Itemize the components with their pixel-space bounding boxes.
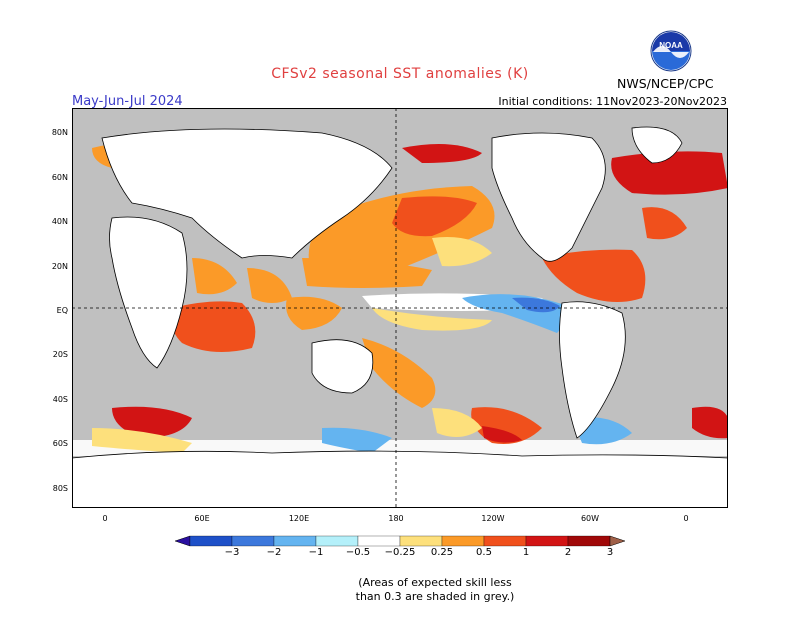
central-pacific-weak-anomaly xyxy=(372,308,492,331)
colorbar-cell xyxy=(231,535,275,547)
north-atlantic-warm-anomaly xyxy=(611,151,728,195)
svg-text:NOAA: NOAA xyxy=(659,41,683,50)
maritime-continent-anomaly xyxy=(286,296,342,330)
lon-label: 180 xyxy=(388,514,404,523)
lat-label: 80S xyxy=(52,484,68,493)
colorbar-tick-label: 0.25 xyxy=(430,547,454,558)
north-america xyxy=(491,132,606,262)
colorbar xyxy=(174,535,626,547)
lat-label: 20N xyxy=(51,262,68,271)
southern-ocean-atlantic-anomaly xyxy=(112,406,192,438)
greenland xyxy=(631,126,683,164)
south-pacific-strong-anomaly xyxy=(482,426,522,443)
arctic-pacific-anomaly xyxy=(402,144,482,163)
sst-anomaly-map xyxy=(72,108,728,508)
colorbar-min-arrow xyxy=(174,535,191,547)
south-pacific-warm-anomaly xyxy=(362,338,436,408)
lon-label: 0 xyxy=(102,514,108,523)
australia xyxy=(311,339,374,394)
eastern-pacific-strong-cold-anomaly xyxy=(512,297,560,313)
lat-label: 40S xyxy=(52,395,68,404)
south-america xyxy=(559,301,626,439)
lat-label: 20S xyxy=(52,350,68,359)
atlantic-warm-anomaly xyxy=(542,249,646,302)
north-atlantic-subtropical-anomaly xyxy=(642,207,687,240)
antarctica xyxy=(72,450,728,508)
colorbar-max-arrow xyxy=(609,535,626,547)
page-title: CFSv2 seasonal SST anomalies (K) xyxy=(271,66,529,82)
colorbar-tick-label: 3 xyxy=(606,547,614,558)
lon-label: 60W xyxy=(580,514,600,523)
skill-note: (Areas of expected skill less than 0.3 a… xyxy=(0,576,800,604)
arabian-sea-anomaly xyxy=(192,258,237,295)
colorbar-tick-label: −3 xyxy=(224,547,240,558)
colorbar-cell xyxy=(441,535,485,547)
indian-ocean-warm-anomaly xyxy=(170,301,256,352)
colorbar-tick-label: −1 xyxy=(308,547,324,558)
initial-conditions-label: Initial conditions: 11Nov2023-20Nov2023 xyxy=(498,95,727,108)
colorbar-tick-label: −0.25 xyxy=(384,547,416,558)
north-pacific-strong-anomaly xyxy=(392,196,477,237)
colorbar-tick-label: 2 xyxy=(564,547,572,558)
eurasia xyxy=(101,128,393,259)
lon-label: 0 xyxy=(683,514,689,523)
north-pacific-weak-anomaly xyxy=(432,237,492,267)
lon-label: 60E xyxy=(194,514,210,523)
colorbar-cell xyxy=(483,535,527,547)
colorbar-tick-label: −2 xyxy=(266,547,282,558)
colorbar-cell xyxy=(357,535,401,547)
colorbar-cell xyxy=(567,535,611,547)
colorbar-tick-label: 0.5 xyxy=(476,547,492,558)
colorbar-cell xyxy=(525,535,569,547)
lon-label: 120E xyxy=(288,514,310,523)
south-pacific-weak-anomaly xyxy=(432,408,482,437)
season-label: May-Jun-Jul 2024 xyxy=(72,94,183,109)
north-pacific-subtropical-anomaly xyxy=(302,258,432,288)
lat-label: 40N xyxy=(51,217,68,226)
skill-note-line1: (Areas of expected skill less xyxy=(358,576,512,589)
colorbar-cell xyxy=(189,535,233,547)
bay-of-bengal-anomaly xyxy=(247,268,292,303)
land-masses xyxy=(72,126,728,508)
colorbar-cell xyxy=(399,535,443,547)
noaa-logo: NOAA xyxy=(650,30,692,72)
colorbar-tick-label: 1 xyxy=(522,547,530,558)
lat-label: 80N xyxy=(51,128,68,137)
colorbar-cell xyxy=(315,535,359,547)
map-frame xyxy=(72,108,728,508)
southern-ocean-east-warm-anomaly xyxy=(692,406,728,439)
colorbar-tick-label: −0.5 xyxy=(345,547,371,558)
skill-note-line2: than 0.3 are shaded in grey.) xyxy=(355,590,515,603)
lat-label: EQ xyxy=(56,306,68,315)
southern-ocean-weak-anomaly xyxy=(92,428,192,453)
southern-ocean-cold-anomaly xyxy=(322,427,392,453)
colorbar-cell xyxy=(273,535,317,547)
africa xyxy=(109,216,188,369)
lon-label: 120W xyxy=(481,514,505,523)
lat-label: 60S xyxy=(52,439,68,448)
agency-label: NWS/NCEP/CPC xyxy=(617,76,714,91)
lat-label: 60N xyxy=(51,173,68,182)
